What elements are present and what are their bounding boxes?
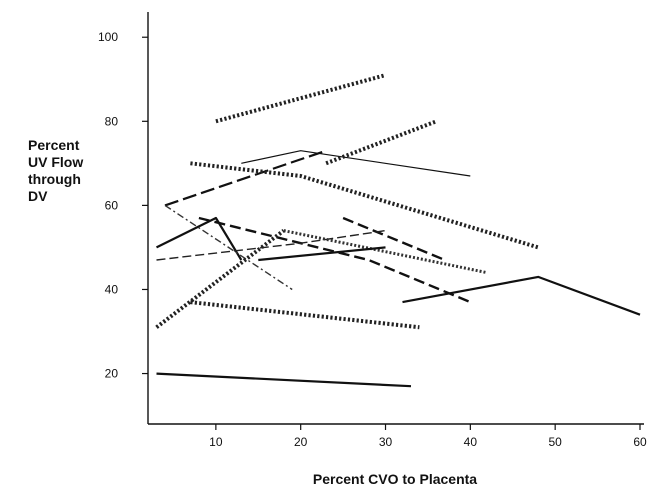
y-axis-label-line: DV <box>28 188 48 204</box>
y-axis-label-line: Percent <box>28 137 80 153</box>
y-axis-label-line: UV Flow <box>28 154 83 170</box>
x-tick-label: 30 <box>379 435 393 449</box>
series-line-8 <box>198 216 471 304</box>
y-tick-label: 20 <box>105 367 119 381</box>
y-tick-label: 40 <box>105 282 119 296</box>
series-line-7 <box>164 204 293 291</box>
y-axis-label-line: through <box>28 171 81 187</box>
series-line-16 <box>156 372 412 388</box>
x-axis-label: Percent CVO to Placenta <box>313 471 477 487</box>
series-line-12 <box>258 246 386 262</box>
y-tick-label: 100 <box>98 30 118 44</box>
series-line-1 <box>215 73 387 124</box>
chart-tick-layer: 20 40 60 80 100 10 20 30 40 50 60 <box>98 30 647 449</box>
x-tick-label: 60 <box>633 435 647 449</box>
series-line-5 <box>190 161 539 250</box>
series-line-2 <box>241 150 471 177</box>
x-tick-label: 50 <box>548 435 562 449</box>
chart-series-layer <box>155 73 641 388</box>
y-tick-label: 80 <box>105 114 119 128</box>
series-line-6 <box>156 216 243 261</box>
series-line-14 <box>190 300 420 330</box>
series-line-11 <box>283 229 488 275</box>
series-line-10 <box>156 229 386 261</box>
chart-axes <box>147 12 644 425</box>
series-line-3 <box>164 149 327 207</box>
y-axis-label: Percent UV Flow through DV <box>28 137 83 204</box>
y-tick-label: 60 <box>105 198 119 212</box>
series-line-9 <box>342 216 446 262</box>
series-line-15 <box>402 275 641 316</box>
series-line-13 <box>155 229 285 329</box>
x-tick-label: 40 <box>464 435 478 449</box>
x-tick-label: 10 <box>209 435 223 449</box>
x-tick-label: 20 <box>294 435 308 449</box>
series-line-4 <box>325 119 438 166</box>
